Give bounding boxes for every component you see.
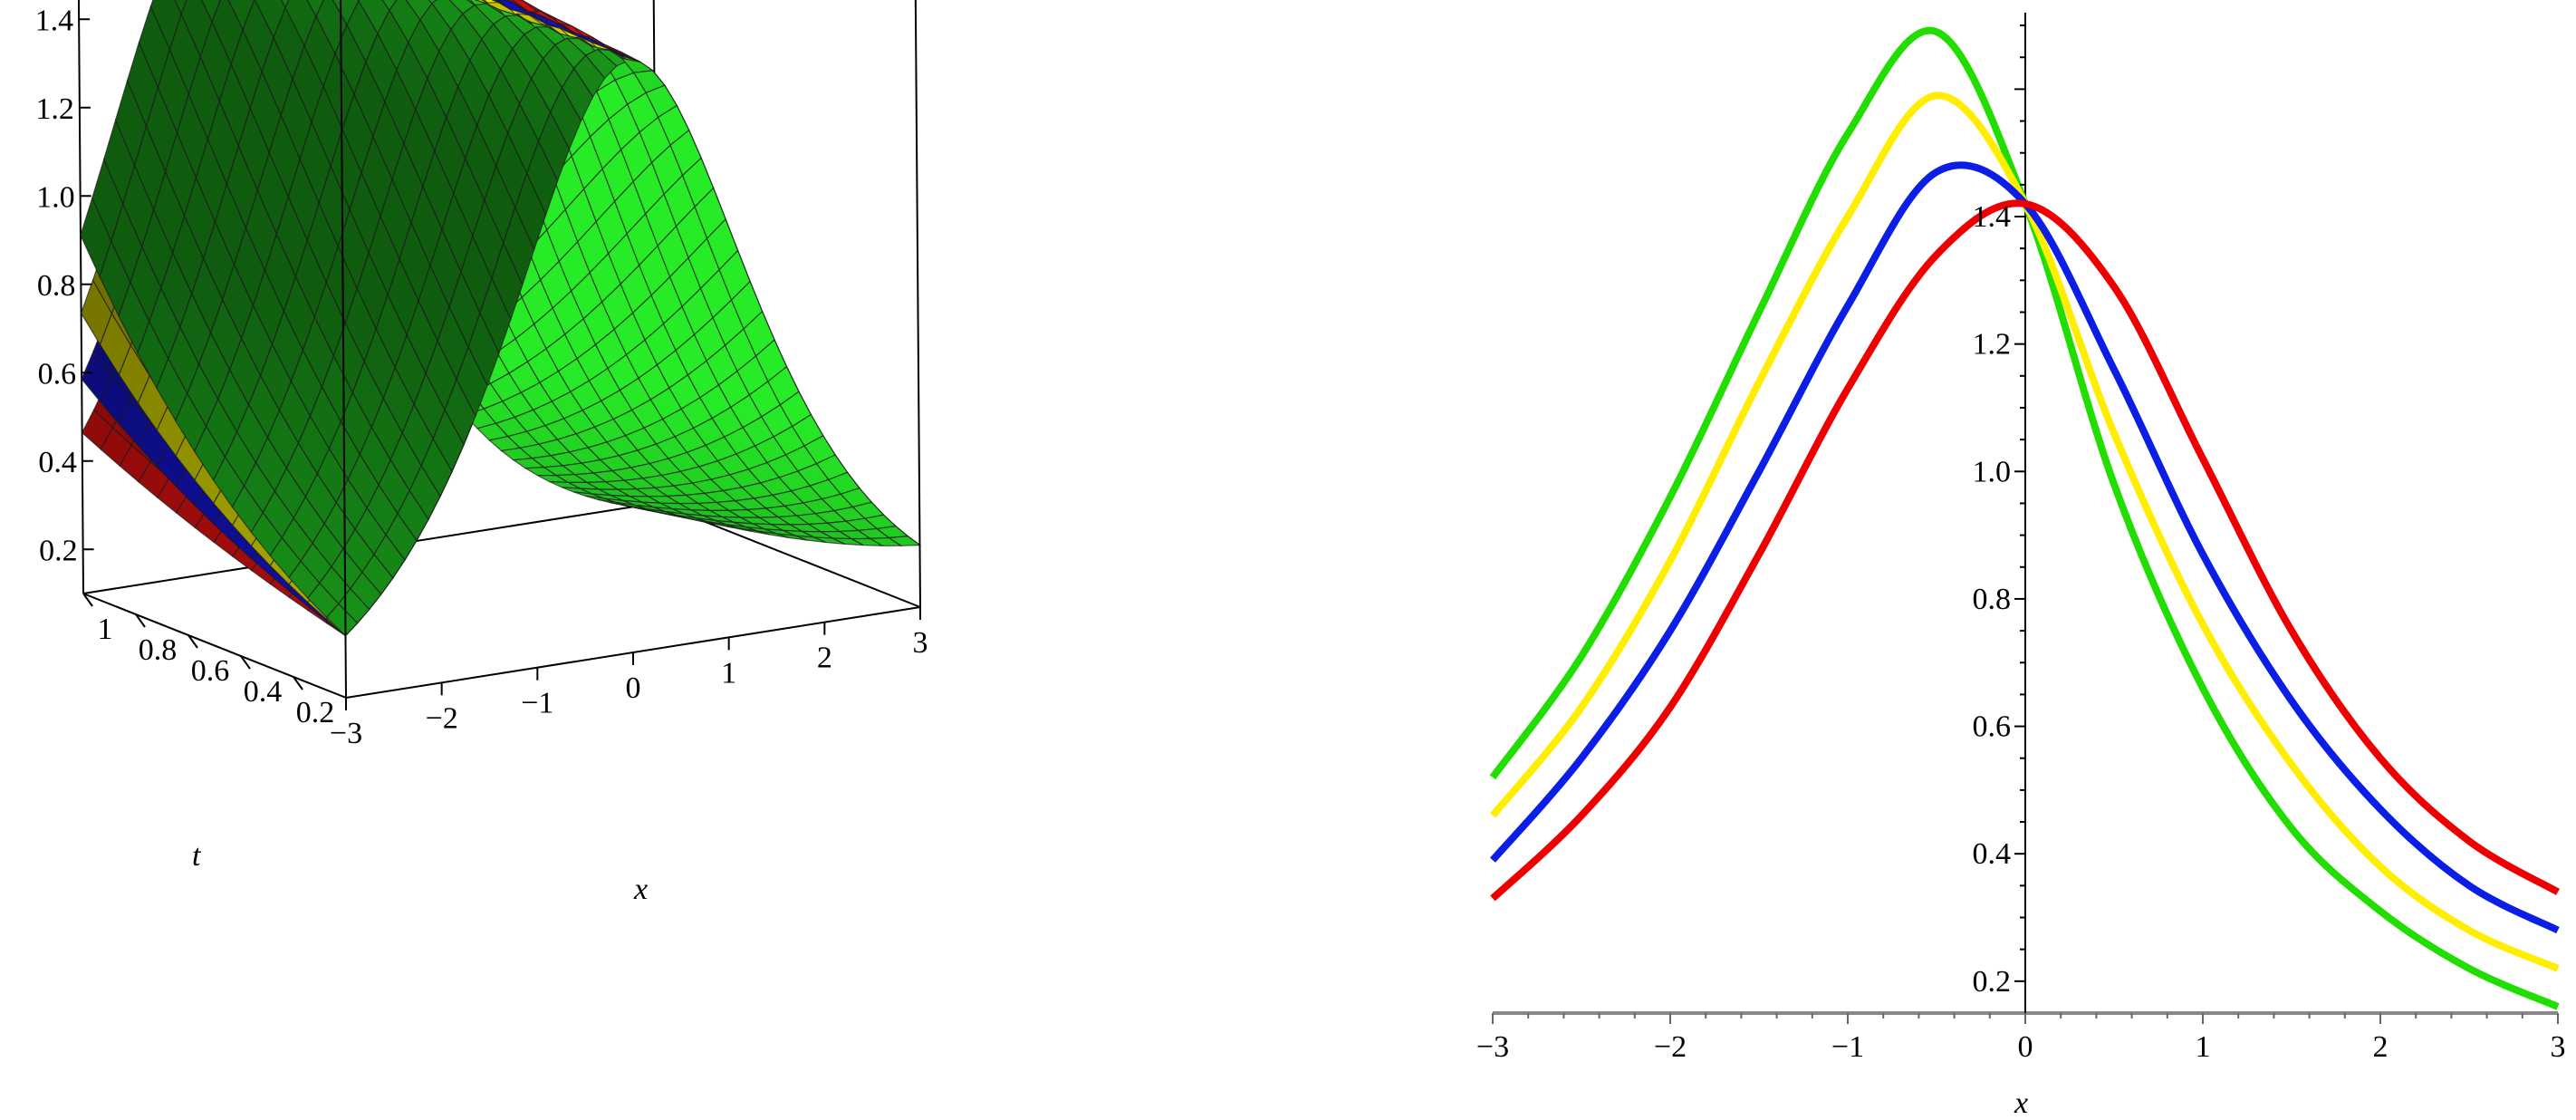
surface-layers [80,0,922,637]
surface-z-tick-label: 0.8 [37,269,76,303]
surface-z-tick-label: 1.4 [35,4,74,37]
line-y-tick-label: 0.4 [1973,837,2012,871]
surface-t-tick [82,593,93,607]
surface-patch [887,536,922,546]
surface-x-tick-label: 3 [913,626,928,660]
surface-z-tick-label: 0.2 [39,534,78,567]
surface-x-tick-label: 0 [626,671,641,705]
surface-t-tick [135,613,146,628]
surface-x-axis-label: x [633,873,648,906]
surface-box-edge [914,0,921,608]
line-x-tick-label: 1 [2196,1030,2211,1064]
surface-z-tick-label: 1.0 [36,180,75,214]
line-x-tick-label: −3 [1476,1030,1509,1064]
line-y-tick-label: 1.2 [1973,328,2012,362]
surface-z-tick-label: 0.4 [38,446,77,479]
line-y-tick-label: 0.2 [1973,965,2012,999]
surface-t-tick-label: 0.4 [244,675,283,709]
surface-layer-3 [80,0,922,637]
surface-x-tick-label: 1 [721,656,736,690]
surface-z-tick-label: 1.2 [35,92,74,126]
line-x-tick-label: 2 [2373,1030,2389,1064]
line-y-tick-label: 0.8 [1973,583,2012,616]
line-y-tick-label: 1.0 [1973,455,2012,488]
surface-box-edge [77,0,84,594]
surface-patch [381,0,398,12]
surface-plot-3d: −3 −2 −1 0 1 2 3 1 0.8 0.6 0.4 0.2 0.2 0.4 0.6 0.8 1.0 1.… [35,0,928,906]
line-y-tick-label: 0.6 [1973,710,2012,744]
surface-t-axis-label: t [192,839,202,873]
line-x-tick-label: 3 [2551,1030,2566,1064]
surface-patch [174,0,187,16]
line-x-tick-label: −2 [1654,1030,1687,1064]
line-x-tick-label: 0 [2018,1030,2033,1064]
line-plot-series [1489,26,2560,1010]
surface-t-tick-label: 0.8 [139,633,178,667]
surface-t-tick [293,676,303,690]
surface-t-tick-label: 1 [98,613,113,646]
surface-x-tick-label: −2 [426,701,458,735]
surface-box-edge [340,0,347,699]
surface-axis-ticks: −3 −2 −1 0 1 2 3 1 0.8 0.6 0.4 0.2 0.2 0.4 0.6 0.8 1.0 1.… [35,4,928,750]
surface-t-tick-label: 0.2 [296,696,335,729]
surface-x-tick-label: 2 [817,642,832,675]
surface-patch [306,0,325,18]
line-plot-ticks: −3 −2 −1 0 1 2 3 0.2 0.4 0.6 0.8 1.0 1.2 1.4 [1476,24,2566,1064]
surface-x-tick-label: −1 [521,687,553,720]
surface-t-tick-label: 0.6 [191,654,230,688]
line-plot-axes [1493,13,2558,1015]
line-plot-2d: −3 −2 −1 0 1 2 3 0.2 0.4 0.6 0.8 1.0 1.2 1.4 x [1476,13,2566,1120]
line-x-tick-label: −1 [1831,1030,1864,1064]
surface-z-tick-label: 0.6 [38,357,77,391]
surface-patch [280,0,290,9]
line-series-3 [1490,199,2560,902]
surface-x-tick-label: −3 [330,717,362,750]
surface-box-edge [82,593,347,699]
line-x-axis-label: x [2014,1086,2028,1120]
surface-t-tick [240,655,251,670]
surface-t-tick [187,634,198,649]
line-y-tick-label: 1.4 [1973,200,2012,234]
